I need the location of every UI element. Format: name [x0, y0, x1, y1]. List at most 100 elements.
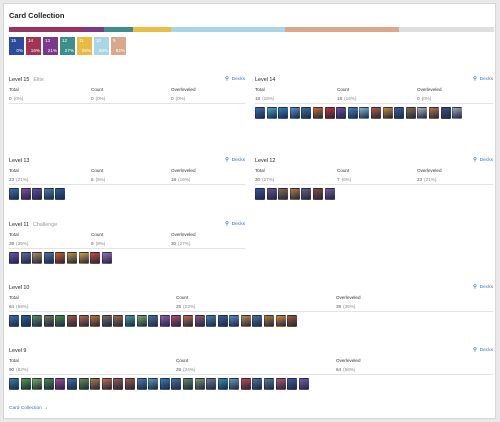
card-thumbnail[interactable] [124, 315, 135, 327]
card-thumbnail[interactable] [9, 378, 19, 390]
card-thumbnail[interactable] [240, 378, 251, 390]
card-thumbnail[interactable] [90, 378, 101, 390]
card-thumbnail[interactable] [452, 107, 463, 119]
card-thumbnail[interactable] [43, 315, 54, 327]
card-thumbnail[interactable] [312, 188, 323, 200]
card-thumbnail[interactable] [217, 315, 228, 327]
decks-link[interactable]: ⚲ Decks [225, 77, 245, 82]
card-thumbnail[interactable] [136, 315, 147, 327]
card-thumbnail[interactable] [240, 315, 251, 327]
card-thumbnail[interactable] [20, 188, 31, 200]
card-thumbnail[interactable] [124, 378, 135, 390]
card-thumbnail[interactable] [101, 252, 112, 264]
card-thumbnail[interactable] [405, 107, 416, 119]
section-level-10: Level 10 ⚲ Decks Total 64 (58%) Count 25 (23%) Ov… [9, 285, 493, 327]
card-thumbnail[interactable] [113, 315, 124, 327]
card-thumbnail[interactable] [20, 378, 31, 390]
card-thumbnail[interactable] [55, 252, 66, 264]
card-thumbnail[interactable] [255, 107, 265, 119]
card-thumbnail[interactable] [101, 315, 112, 327]
card-thumbnail[interactable] [394, 107, 405, 119]
card-thumbnail[interactable] [278, 107, 289, 119]
card-thumbnail[interactable] [9, 188, 19, 200]
card-thumbnail[interactable] [229, 315, 240, 327]
card-thumbnail[interactable] [159, 378, 170, 390]
card-thumbnail[interactable] [255, 188, 265, 200]
card-thumbnail[interactable] [266, 107, 277, 119]
card-thumbnail[interactable] [32, 315, 43, 327]
card-thumbnail[interactable] [148, 378, 159, 390]
card-thumbnail[interactable] [275, 378, 286, 390]
card-thumbnail[interactable] [43, 378, 54, 390]
card-thumbnail[interactable] [347, 107, 358, 119]
card-thumbnail[interactable] [417, 107, 428, 119]
card-thumbnail[interactable] [90, 315, 101, 327]
card-thumbnail[interactable] [55, 188, 66, 200]
card-thumbnail[interactable] [9, 252, 19, 264]
card-thumbnail[interactable] [287, 378, 298, 390]
card-thumbnail[interactable] [289, 107, 300, 119]
card-thumbnail[interactable] [66, 252, 77, 264]
card-thumbnail[interactable] [264, 315, 275, 327]
card-thumbnail[interactable] [182, 315, 193, 327]
card-thumbnail[interactable] [78, 315, 89, 327]
card-thumbnail[interactable] [252, 315, 263, 327]
card-thumbnail[interactable] [206, 315, 217, 327]
card-thumbnail[interactable] [359, 107, 370, 119]
card-thumbnail[interactable] [428, 107, 439, 119]
chip-percent: 27% [64, 47, 74, 53]
card-thumbnail[interactable] [32, 378, 43, 390]
card-thumbnail[interactable] [55, 378, 66, 390]
card-thumbnail[interactable] [66, 315, 77, 327]
card-thumbnail[interactable] [194, 315, 205, 327]
decks-link[interactable]: ⚲ Decks [225, 222, 245, 227]
card-thumbnail[interactable] [90, 252, 101, 264]
decks-link[interactable]: ⚲ Decks [225, 158, 245, 163]
card-thumbnail[interactable] [324, 107, 335, 119]
card-thumbnail[interactable] [324, 188, 335, 200]
card-thumbnail[interactable] [336, 107, 347, 119]
card-thumbnail[interactable] [275, 315, 286, 327]
decks-link[interactable]: ⚲ Decks [473, 285, 493, 290]
card-thumbnail[interactable] [252, 378, 263, 390]
card-thumbnail[interactable] [159, 315, 170, 327]
card-thumbnail[interactable] [301, 188, 312, 200]
card-thumbnail[interactable] [266, 188, 277, 200]
card-thumbnail[interactable] [171, 315, 182, 327]
card-thumbnail[interactable] [136, 378, 147, 390]
card-thumbnail[interactable] [278, 188, 289, 200]
card-thumbnail[interactable] [182, 378, 193, 390]
card-collection-link[interactable]: Card Collection → [9, 406, 48, 411]
card-thumbnail[interactable] [9, 315, 19, 327]
card-thumbnail[interactable] [32, 188, 43, 200]
card-thumbnail[interactable] [370, 107, 381, 119]
card-thumbnail[interactable] [78, 378, 89, 390]
card-thumbnail[interactable] [264, 378, 275, 390]
card-thumbnail[interactable] [32, 252, 43, 264]
card-thumbnail[interactable] [206, 378, 217, 390]
card-thumbnail[interactable] [20, 315, 31, 327]
card-thumbnail[interactable] [148, 315, 159, 327]
card-thumbnail[interactable] [298, 378, 309, 390]
card-thumbnail[interactable] [229, 378, 240, 390]
card-thumbnail[interactable] [101, 378, 112, 390]
card-thumbnail[interactable] [289, 188, 300, 200]
card-thumbnail[interactable] [301, 107, 312, 119]
card-thumbnail[interactable] [171, 378, 182, 390]
card-thumbnail[interactable] [287, 315, 298, 327]
card-thumbnail[interactable] [312, 107, 323, 119]
card-thumbnail[interactable] [43, 188, 54, 200]
decks-link[interactable]: ⚲ Decks [473, 77, 493, 82]
card-thumbnail[interactable] [382, 107, 393, 119]
card-thumbnail[interactable] [217, 378, 228, 390]
card-thumbnail[interactable] [43, 252, 54, 264]
decks-link[interactable]: ⚲ Decks [473, 348, 493, 353]
card-thumbnail[interactable] [440, 107, 451, 119]
card-thumbnail[interactable] [113, 378, 124, 390]
card-thumbnail[interactable] [55, 315, 66, 327]
decks-link[interactable]: ⚲ Decks [473, 158, 493, 163]
card-thumbnail[interactable] [194, 378, 205, 390]
card-thumbnail[interactable] [78, 252, 89, 264]
card-thumbnail[interactable] [20, 252, 31, 264]
card-thumbnail[interactable] [66, 378, 77, 390]
